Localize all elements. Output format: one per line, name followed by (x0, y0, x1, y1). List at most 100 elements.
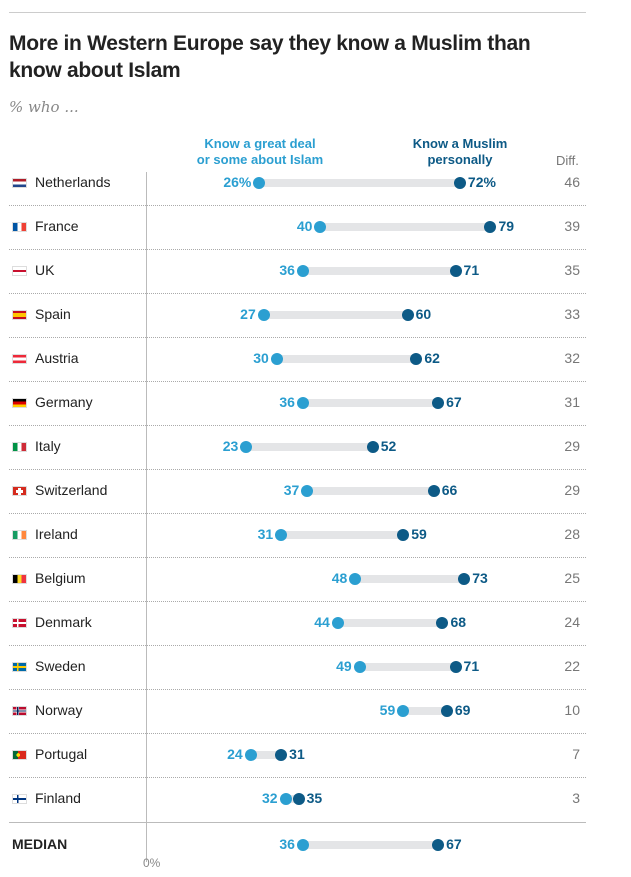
table-row: Austria 30 62 32 (0, 350, 600, 403)
range-bar (302, 267, 456, 275)
median-rule (9, 822, 586, 823)
row-separator (9, 469, 586, 470)
range-bar (307, 487, 434, 495)
range-bar (355, 575, 465, 583)
legend-islam: Know a great deal or some about Islam (180, 136, 340, 168)
value-muslim: 68 (450, 614, 467, 630)
value-islam: 44 (314, 614, 330, 630)
dot-islam (275, 529, 288, 541)
flag-dk-icon (12, 618, 27, 628)
range-bar (337, 619, 443, 627)
row-separator (9, 293, 586, 294)
diff-value: 29 (564, 482, 580, 498)
value-islam: 36 (279, 394, 295, 410)
range-bar (359, 663, 456, 671)
dot-muslim (275, 749, 288, 761)
row-separator (9, 513, 586, 514)
dot-islam (253, 177, 266, 189)
value-muslim: 73 (472, 570, 488, 586)
row-separator (9, 205, 586, 206)
row-separator (9, 381, 586, 382)
value-muslim: 60 (415, 306, 432, 322)
range-bar (276, 355, 417, 363)
value-islam: 30 (253, 350, 269, 366)
dot-islam (301, 485, 314, 497)
diff-value: 32 (564, 350, 580, 366)
flag-ch-icon (12, 486, 27, 496)
median-row: MEDIAN 36 67 (0, 836, 600, 877)
dot-muslim (484, 221, 497, 233)
diff-value: 31 (564, 394, 580, 410)
row-separator (9, 425, 586, 426)
value-islam: 27 (240, 306, 256, 322)
country-label: UK (35, 262, 55, 278)
dot-islam (349, 573, 362, 585)
flag-at-icon (12, 354, 27, 364)
range-bar (302, 399, 439, 407)
value-islam: 48 (331, 570, 348, 586)
value-islam: 36 (279, 262, 295, 278)
flag-it-icon (12, 442, 27, 452)
dot-muslim (432, 839, 445, 851)
flag-se-icon (12, 662, 27, 672)
table-row: UK 36 71 35 (0, 262, 600, 315)
value-muslim: 72% (467, 174, 496, 190)
dot-islam (240, 441, 253, 453)
diff-value: 24 (564, 614, 580, 630)
dot-islam (331, 617, 344, 629)
top-rule (9, 12, 586, 13)
flag-nl-icon (12, 178, 27, 188)
country-label: Germany (35, 394, 93, 410)
diff-value: 33 (564, 306, 580, 322)
row-separator (9, 249, 586, 250)
flag-fr-icon (12, 222, 27, 232)
value-muslim: 52 (380, 438, 397, 454)
value-islam: 24 (227, 746, 243, 762)
diff-value: 25 (564, 570, 580, 586)
row-separator (9, 645, 586, 646)
table-row: France 40 79 39 (0, 218, 600, 271)
value-islam: 23 (222, 438, 239, 454)
table-row: Switzerland 37 66 29 (0, 482, 600, 535)
range-bar (320, 223, 491, 231)
table-row: Spain 27 60 33 (0, 306, 600, 359)
value-muslim: 79 (498, 218, 515, 234)
country-label: Norway (35, 702, 83, 718)
flag-no-icon (12, 706, 27, 716)
value-islam: 49 (336, 658, 352, 674)
dot-muslim (401, 309, 414, 321)
dot-muslim (427, 485, 440, 497)
range-bar (246, 443, 373, 451)
chart-title: More in Western Europe say they know a M… (9, 32, 531, 82)
country-label: Finland (35, 790, 81, 806)
table-row: Netherlands 26% 72% 46 (0, 174, 600, 227)
country-label: Sweden (35, 658, 86, 674)
flag-be-icon (12, 574, 27, 584)
flag-es-icon (12, 310, 27, 320)
dot-islam (257, 309, 270, 321)
country-label: France (35, 218, 79, 234)
row-separator (9, 689, 586, 690)
country-label: Switzerland (35, 482, 108, 498)
dot-muslim (449, 265, 462, 277)
value-muslim: 59 (411, 526, 427, 542)
value-islam: 59 (379, 702, 396, 718)
dot-muslim (440, 705, 453, 717)
diff-value: 10 (564, 702, 580, 718)
row-separator (9, 733, 586, 734)
dot-islam (314, 221, 327, 233)
value-muslim: 69 (454, 702, 471, 718)
country-label: Austria (35, 350, 79, 366)
diff-value: 28 (564, 526, 580, 542)
value-muslim: 35 (306, 790, 323, 806)
country-label: Italy (35, 438, 61, 454)
row-separator (9, 337, 586, 338)
dot-muslim (366, 441, 379, 453)
diff-value: 35 (564, 262, 580, 278)
row-separator (9, 601, 586, 602)
legend-islam-line1: Know a great deal (204, 136, 316, 151)
value-muslim: 67 (446, 394, 462, 410)
country-label: Netherlands (35, 174, 111, 190)
dot-islam (296, 397, 309, 409)
dot-islam (296, 265, 309, 277)
